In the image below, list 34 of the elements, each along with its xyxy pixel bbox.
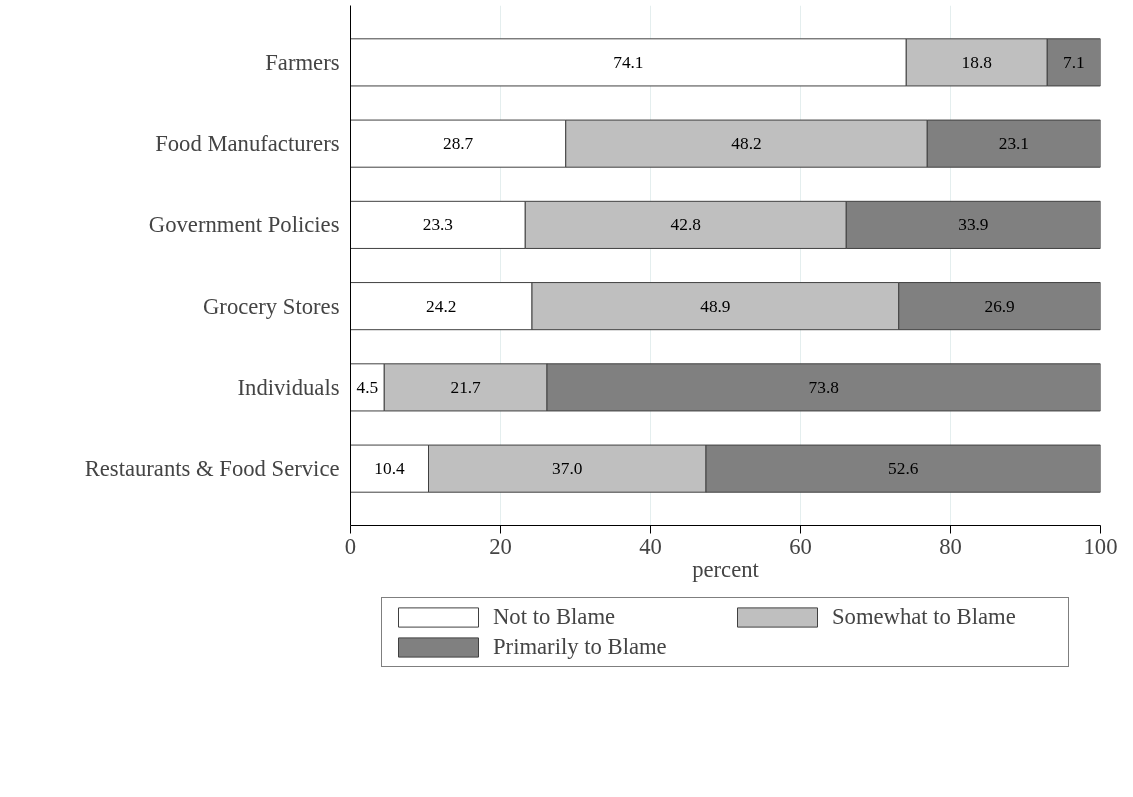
data-label: 26.9 — [984, 296, 1015, 316]
x-tick-label: 60 — [789, 533, 812, 559]
x-axis-title: percent — [692, 556, 760, 582]
data-label: 48.9 — [700, 296, 731, 316]
data-label: 73.8 — [808, 377, 839, 397]
x-tick-label: 80 — [939, 533, 962, 559]
data-label: 4.5 — [356, 377, 379, 397]
data-label: 7.1 — [1063, 52, 1085, 72]
legend-label: Not to Blame — [493, 603, 617, 630]
data-label: 37.0 — [552, 459, 583, 479]
data-label: 52.6 — [888, 459, 919, 479]
x-tick-label: 0 — [344, 533, 357, 559]
data-label: 23.1 — [998, 134, 1030, 154]
y-tick-label: Grocery Stores — [202, 293, 340, 319]
legend-label: Somewhat to Blame — [832, 603, 1017, 630]
data-label: 10.4 — [374, 459, 405, 479]
data-label: 23.3 — [422, 215, 454, 235]
data-label: 28.7 — [442, 134, 474, 154]
x-tick-label: 40 — [639, 533, 662, 559]
x-tick-label: 100 — [1083, 533, 1118, 559]
legend-label: Primarily to Blame — [493, 633, 668, 660]
data-label: 74.1 — [613, 52, 644, 72]
y-tick-label: Farmers — [265, 49, 340, 75]
data-label: 42.8 — [670, 215, 701, 235]
x-tick-label: 20 — [489, 533, 512, 559]
y-tick-label: Individuals — [237, 374, 340, 400]
data-label: 33.9 — [958, 215, 989, 235]
data-label: 21.7 — [450, 377, 482, 397]
data-label: 24.2 — [426, 296, 457, 316]
y-tick-label: Restaurants & Food Service — [84, 456, 340, 482]
data-label: 48.2 — [731, 134, 762, 154]
y-tick-label: Government Policies — [148, 212, 340, 238]
data-label: 18.8 — [961, 52, 992, 72]
y-tick-label: Food Manufacturers — [155, 131, 340, 157]
